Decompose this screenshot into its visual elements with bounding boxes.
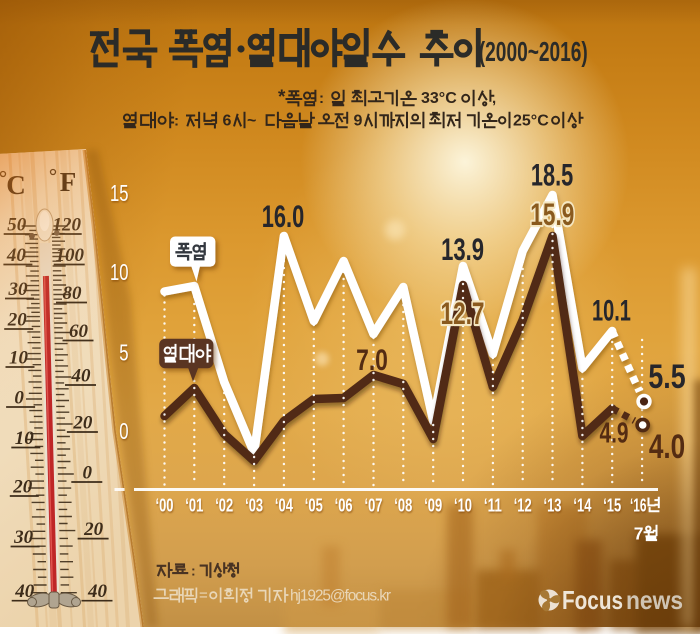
svg-text:4.0: 4.0 — [649, 428, 685, 466]
svg-text:15.9: 15.9 — [530, 196, 574, 232]
svg-text:news: news — [626, 585, 683, 615]
svg-text:‘07: ‘07 — [365, 495, 383, 516]
svg-text:‘06: ‘06 — [335, 495, 353, 516]
svg-text:10: 10 — [110, 259, 129, 285]
svg-text:‘15: ‘15 — [603, 495, 621, 516]
svg-text:16.0: 16.0 — [262, 198, 304, 234]
svg-text::: : — [319, 90, 324, 107]
svg-text:6: 6 — [223, 113, 232, 130]
svg-text:‘03: ‘03 — [245, 495, 263, 516]
svg-text:‘08: ‘08 — [394, 495, 412, 516]
svg-text:*: * — [278, 87, 286, 108]
svg-text:‘12: ‘12 — [514, 495, 532, 516]
svg-text:‘04: ‘04 — [275, 495, 293, 516]
svg-text:9: 9 — [354, 113, 363, 130]
svg-text:4.9: 4.9 — [600, 418, 629, 450]
svg-text:0: 0 — [119, 418, 128, 444]
svg-text:‘16: ‘16 — [630, 495, 647, 516]
svg-text:12.7: 12.7 — [441, 295, 485, 331]
svg-text:7.0: 7.0 — [356, 344, 388, 377]
svg-text:5.5: 5.5 — [648, 358, 685, 396]
svg-text:15: 15 — [110, 180, 129, 206]
svg-text:‘11: ‘11 — [484, 495, 502, 516]
svg-text:‘10: ‘10 — [454, 495, 472, 516]
svg-text:10.1: 10.1 — [592, 295, 631, 328]
svg-text:=: = — [199, 587, 208, 604]
svg-text::: : — [174, 113, 179, 130]
svg-text:‘09: ‘09 — [424, 495, 442, 516]
svg-text:Focus: Focus — [562, 585, 623, 615]
svg-text:,: , — [492, 90, 496, 107]
svg-text:‘05: ‘05 — [305, 495, 323, 516]
svg-text:7: 7 — [634, 524, 644, 544]
svg-text:13.9: 13.9 — [441, 231, 484, 267]
svg-text:‘14: ‘14 — [573, 495, 591, 516]
svg-text:5: 5 — [119, 339, 128, 365]
svg-text:‘00: ‘00 — [156, 495, 174, 516]
svg-text:(2000~2016): (2000~2016) — [479, 36, 588, 67]
svg-text:‘13: ‘13 — [544, 495, 562, 516]
svg-text:33°C: 33°C — [421, 90, 457, 107]
svg-text:25°C: 25°C — [513, 113, 549, 130]
svg-text:hj1925@focus.kr: hj1925@focus.kr — [290, 588, 391, 605]
svg-text::: : — [191, 563, 196, 579]
svg-text:18.5: 18.5 — [531, 157, 573, 193]
svg-text:~: ~ — [247, 113, 256, 130]
svg-text:‘02: ‘02 — [215, 495, 233, 516]
svg-text:‘01: ‘01 — [185, 495, 203, 516]
